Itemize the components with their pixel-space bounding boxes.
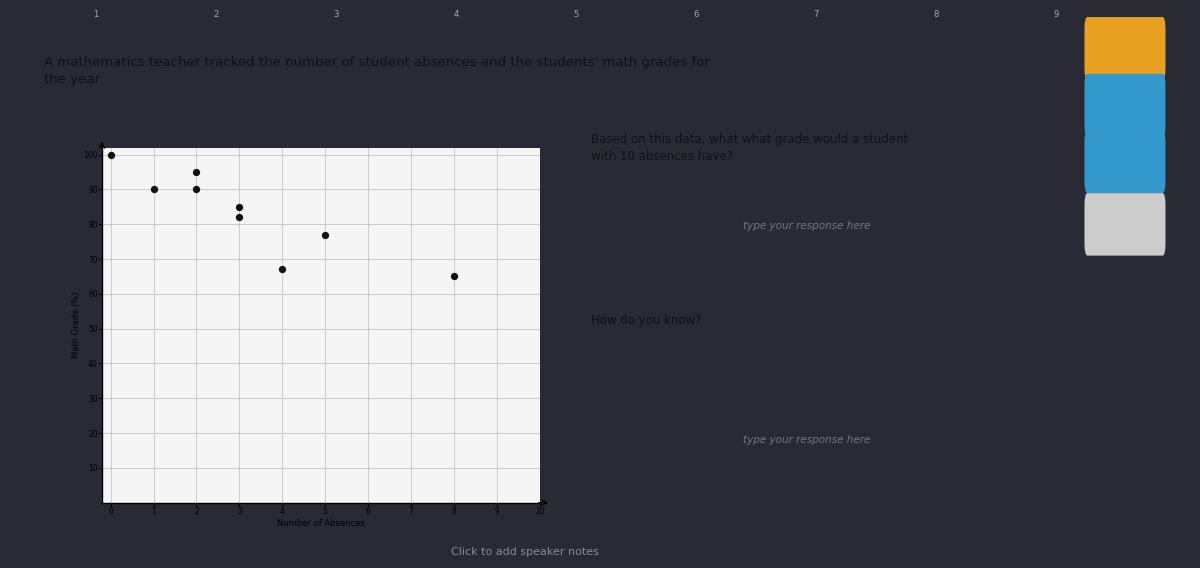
Text: 6: 6: [694, 10, 698, 19]
FancyBboxPatch shape: [1085, 17, 1165, 80]
Text: type your response here: type your response here: [743, 435, 871, 445]
Point: [230, 213, 250, 222]
Text: 9: 9: [1054, 10, 1058, 19]
Point: [187, 185, 206, 194]
Text: Click to add speaker notes: Click to add speaker notes: [451, 548, 599, 557]
Y-axis label: Math Grade (%): Math Grade (%): [72, 292, 80, 358]
Text: 5: 5: [574, 10, 578, 19]
FancyBboxPatch shape: [1085, 131, 1165, 193]
Text: How do you know?: How do you know?: [592, 314, 702, 327]
Point: [230, 202, 250, 211]
Text: 2: 2: [214, 10, 218, 19]
Text: 7: 7: [814, 10, 818, 19]
Point: [101, 150, 120, 159]
FancyBboxPatch shape: [1085, 193, 1165, 256]
Text: Based on this data, what what grade would a student
with 10 absences have?: Based on this data, what what grade woul…: [592, 133, 908, 163]
Text: 8: 8: [934, 10, 938, 19]
Text: 4: 4: [454, 10, 458, 19]
Point: [316, 230, 335, 239]
Text: 3: 3: [334, 10, 338, 19]
X-axis label: Number of Absences: Number of Absences: [277, 519, 365, 528]
Point: [272, 265, 292, 274]
Point: [144, 185, 163, 194]
Text: A mathematics teacher tracked the number of student absences and the students' m: A mathematics teacher tracked the number…: [44, 56, 710, 86]
Text: type your response here: type your response here: [743, 221, 871, 231]
Text: 1: 1: [94, 10, 98, 19]
FancyBboxPatch shape: [1085, 74, 1165, 136]
Point: [444, 272, 463, 281]
Point: [187, 168, 206, 177]
